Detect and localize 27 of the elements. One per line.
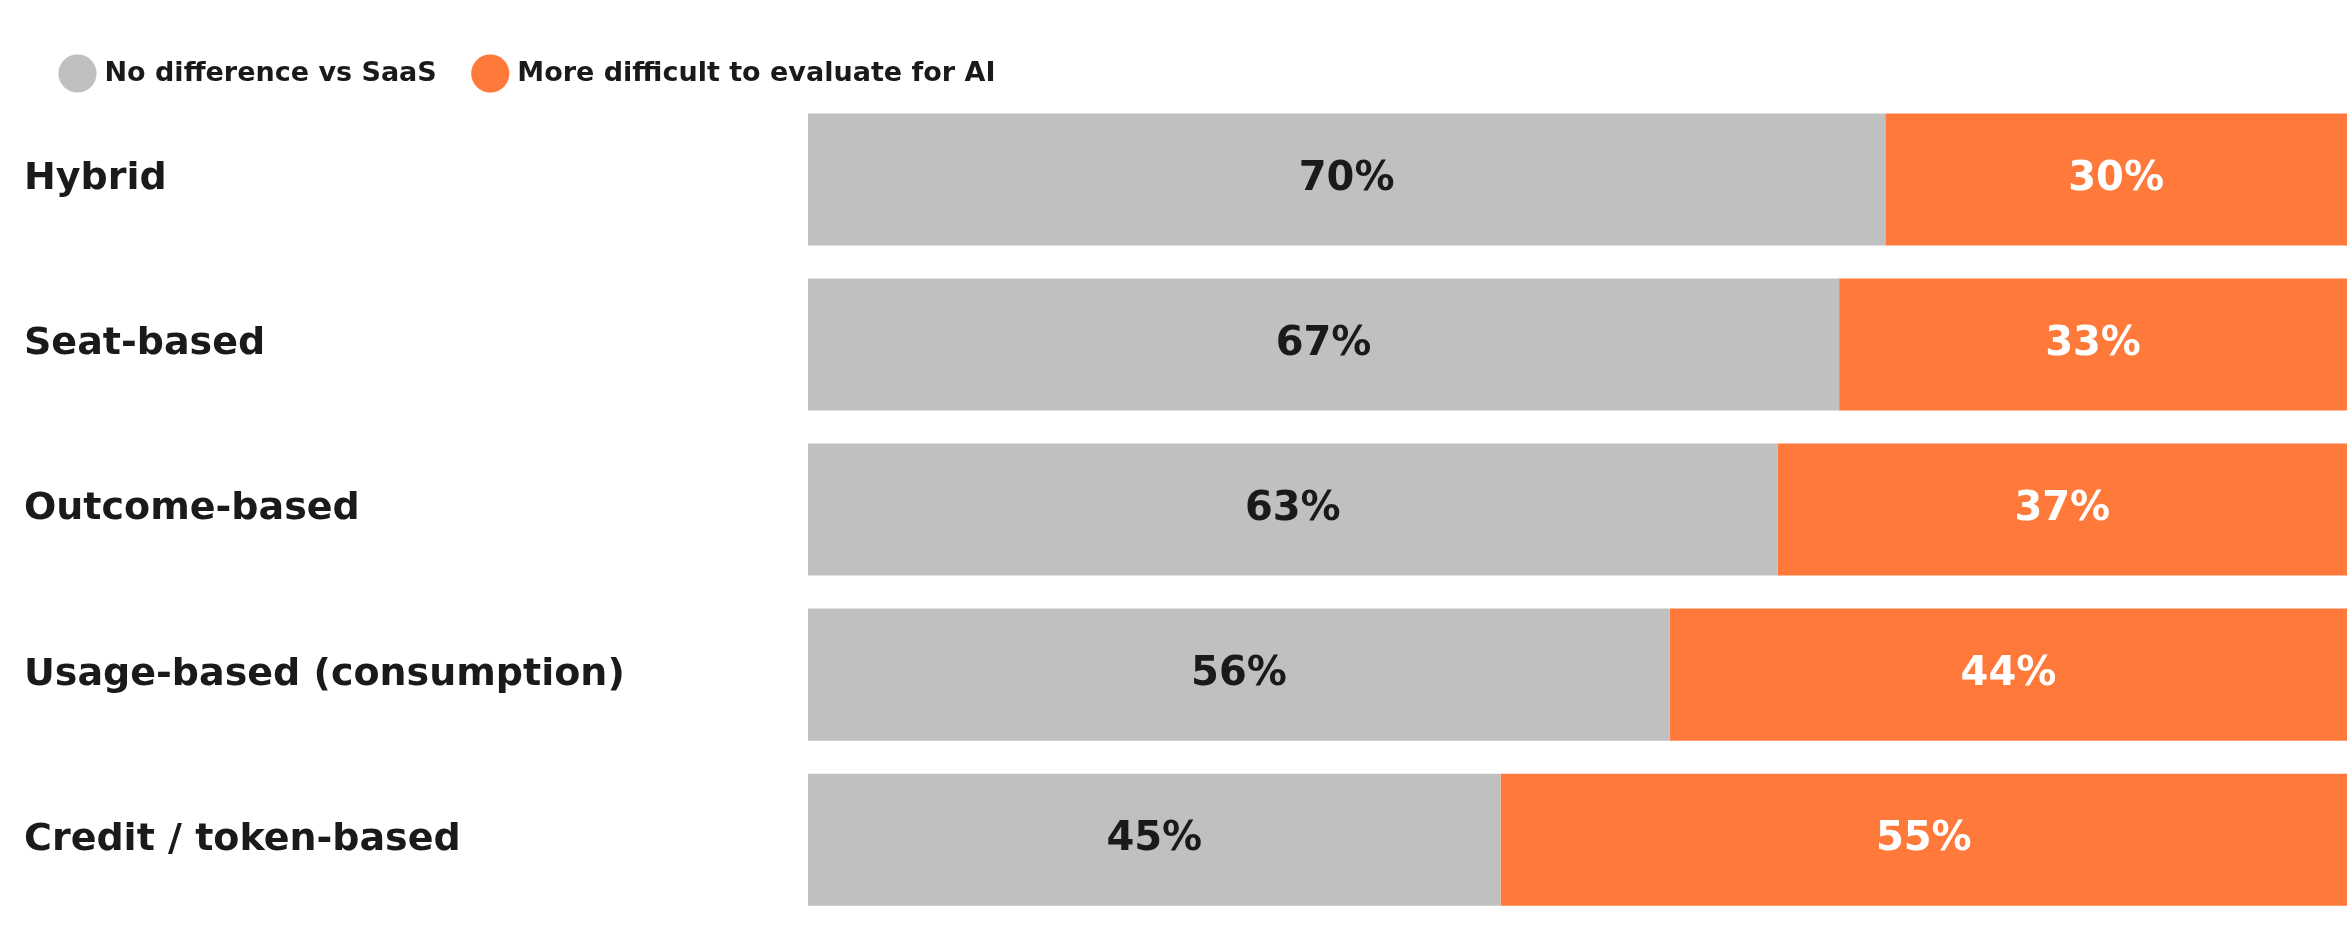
y-tick-label: Usage-based (consumption)	[24, 649, 625, 694]
legend-label: No difference vs SaaS	[104, 55, 437, 87]
bar	[808, 113, 1886, 246]
data-label: 44%	[1960, 648, 2057, 695]
bar	[808, 773, 1501, 906]
data-label: 56%	[1191, 648, 1287, 695]
data-label: 63%	[1244, 482, 1341, 529]
bar	[1669, 608, 2347, 741]
legend-label: More difficult to evaluate for AI	[517, 55, 996, 87]
data-label: 30%	[2068, 152, 2165, 199]
data-label: 37%	[2014, 482, 2111, 529]
data-label: 67%	[1275, 317, 1372, 364]
bar	[1500, 773, 2347, 906]
data-label: 45%	[1106, 813, 1203, 860]
y-tick-label: Outcome-based	[24, 484, 360, 529]
data-label: 55%	[1875, 813, 1972, 860]
data-label: 33%	[2045, 317, 2141, 364]
bar	[808, 608, 1670, 741]
data-label: 70%	[1298, 152, 1395, 199]
bar	[808, 443, 1778, 576]
bar	[808, 278, 1840, 411]
y-tick-label: Seat-based	[24, 319, 266, 364]
bar	[1885, 113, 2347, 246]
y-tick-label: Credit / token-based	[24, 814, 461, 859]
bar	[1839, 278, 2347, 411]
y-tick-label: Hybrid	[24, 154, 167, 199]
bar	[1777, 443, 2347, 576]
